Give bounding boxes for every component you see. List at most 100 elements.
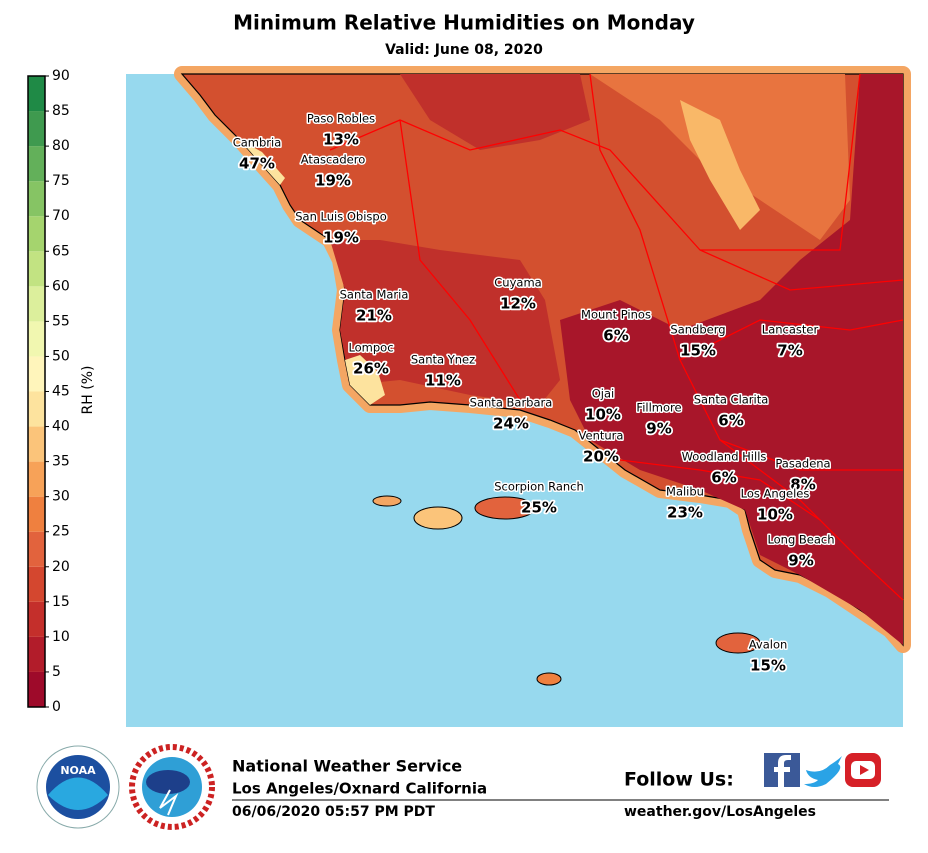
url[interactable]: weather.gov/LosAngeles xyxy=(624,804,816,820)
colorbar-tick-label: 15 xyxy=(52,594,70,610)
station-value: 9% xyxy=(788,552,813,570)
logo-text: NOAA xyxy=(60,764,96,777)
station-value: 15% xyxy=(680,342,716,360)
timestamp: 06/06/2020 05:57 PM PDT xyxy=(232,804,435,820)
station-value: 23% xyxy=(667,504,703,522)
station-value: 10% xyxy=(757,506,793,524)
islands xyxy=(372,495,761,686)
station-value: 25% xyxy=(521,499,557,517)
colorbar-band xyxy=(28,601,45,637)
station-value: 6% xyxy=(711,469,736,487)
colorbar: 0 5 10 15 20 25 30 35 40 45 50 55 60 65 70 75 80 85 90 xyxy=(27,68,70,715)
island xyxy=(413,506,463,530)
colorbar-band xyxy=(28,181,45,217)
colorbar-tick-label: 65 xyxy=(52,243,70,259)
colorbar-tick-label: 85 xyxy=(52,103,70,119)
station-name: San Luis Obispo xyxy=(295,210,387,224)
station-name: Santa Clarita xyxy=(694,393,769,407)
station-name: Los Angeles xyxy=(741,487,810,501)
colorbar-band xyxy=(28,146,45,182)
facebook-glyph xyxy=(774,755,791,787)
land-zone xyxy=(240,140,285,185)
station-name: Santa Maria xyxy=(340,288,409,302)
station-value: 10% xyxy=(585,406,621,424)
colorbar-band xyxy=(28,496,45,532)
colorbar-band xyxy=(28,671,45,707)
station-value: 26% xyxy=(353,360,389,378)
station-name: Mount Pinos xyxy=(581,308,651,322)
station-value: 12% xyxy=(500,295,536,313)
station-name: Long Beach xyxy=(767,533,834,547)
island xyxy=(372,495,402,507)
station-name: Pasadena xyxy=(775,457,830,471)
island xyxy=(536,672,562,686)
colorbar-band xyxy=(28,461,45,497)
colorbar-tick-label: 60 xyxy=(52,278,70,294)
station-name: Malibu xyxy=(666,485,704,499)
station-value: 47% xyxy=(239,155,275,173)
highways xyxy=(329,73,904,601)
highway xyxy=(679,319,904,361)
colorbar-tick-label: 30 xyxy=(52,489,70,505)
noaa-logo: NOAA xyxy=(36,745,120,829)
colorbar-band xyxy=(28,356,45,392)
station-name: Avalon xyxy=(749,638,788,652)
land-zone xyxy=(330,240,560,405)
station-name: Santa Ynez xyxy=(411,353,475,367)
logo-cloud xyxy=(146,770,190,794)
station-name: Lompoc xyxy=(348,341,393,355)
follow-label: Follow Us: xyxy=(624,769,734,791)
colorbar-tick-label: 45 xyxy=(52,384,70,400)
twitter-icon[interactable] xyxy=(804,756,842,787)
logo-wave xyxy=(48,777,108,810)
station-name: Paso Robles xyxy=(307,112,375,126)
nws-logo xyxy=(129,744,215,830)
colorbar-band xyxy=(28,286,45,322)
station-value: 6% xyxy=(718,412,743,430)
colorbar-tick-label: 40 xyxy=(52,419,70,435)
station-value: 24% xyxy=(493,415,529,433)
station-name: Ventura xyxy=(579,429,624,443)
station-value: 9% xyxy=(646,420,671,438)
station-value: 21% xyxy=(356,307,392,325)
land-zone xyxy=(560,74,903,645)
youtube-play xyxy=(860,765,869,775)
colorbar-band xyxy=(28,531,45,567)
station-value: 8% xyxy=(790,476,815,494)
colorbar-tick-label: 5 xyxy=(52,664,61,680)
station-value: 6% xyxy=(603,327,628,345)
station-name: Santa Barbara xyxy=(470,396,553,410)
colorbar-tick-label: 10 xyxy=(52,629,70,645)
colorbar-tick-label: 80 xyxy=(52,138,70,154)
colorbar-band xyxy=(28,426,45,462)
station-name: Fillmore xyxy=(636,401,681,415)
highway xyxy=(700,73,861,251)
station-value: 15% xyxy=(750,657,786,675)
stations: Paso Robles 13% Cambria 47% Atascadero 19% San… xyxy=(231,110,836,676)
title: Minimum Relative Humidities on Monday xyxy=(233,11,695,35)
highway xyxy=(399,119,521,401)
agency: National Weather Service xyxy=(232,757,462,776)
station-name: Lancaster xyxy=(762,323,819,337)
colorbar-band xyxy=(28,76,45,112)
colorbar-band xyxy=(28,216,45,252)
station-value: 20% xyxy=(583,448,619,466)
station-value: 13% xyxy=(323,131,359,149)
station-value: 19% xyxy=(323,229,359,247)
station-name: Sandberg xyxy=(670,323,725,337)
station-name: Atascadero xyxy=(301,153,365,167)
highway xyxy=(719,439,904,601)
colorbar-tick-label: 20 xyxy=(52,559,70,575)
colorbar-tick-label: 70 xyxy=(52,208,70,224)
colorbar-label: RH (%) xyxy=(80,366,96,415)
station-name: Ojai xyxy=(592,387,615,401)
colorbar-tick-label: 25 xyxy=(52,524,70,540)
land-zone xyxy=(345,355,385,405)
highway xyxy=(619,459,821,521)
land-zone xyxy=(680,100,760,230)
subtitle: Valid: June 08, 2020 xyxy=(385,42,543,58)
colorbar-band xyxy=(28,566,45,602)
station-name: Cuyama xyxy=(494,276,541,290)
